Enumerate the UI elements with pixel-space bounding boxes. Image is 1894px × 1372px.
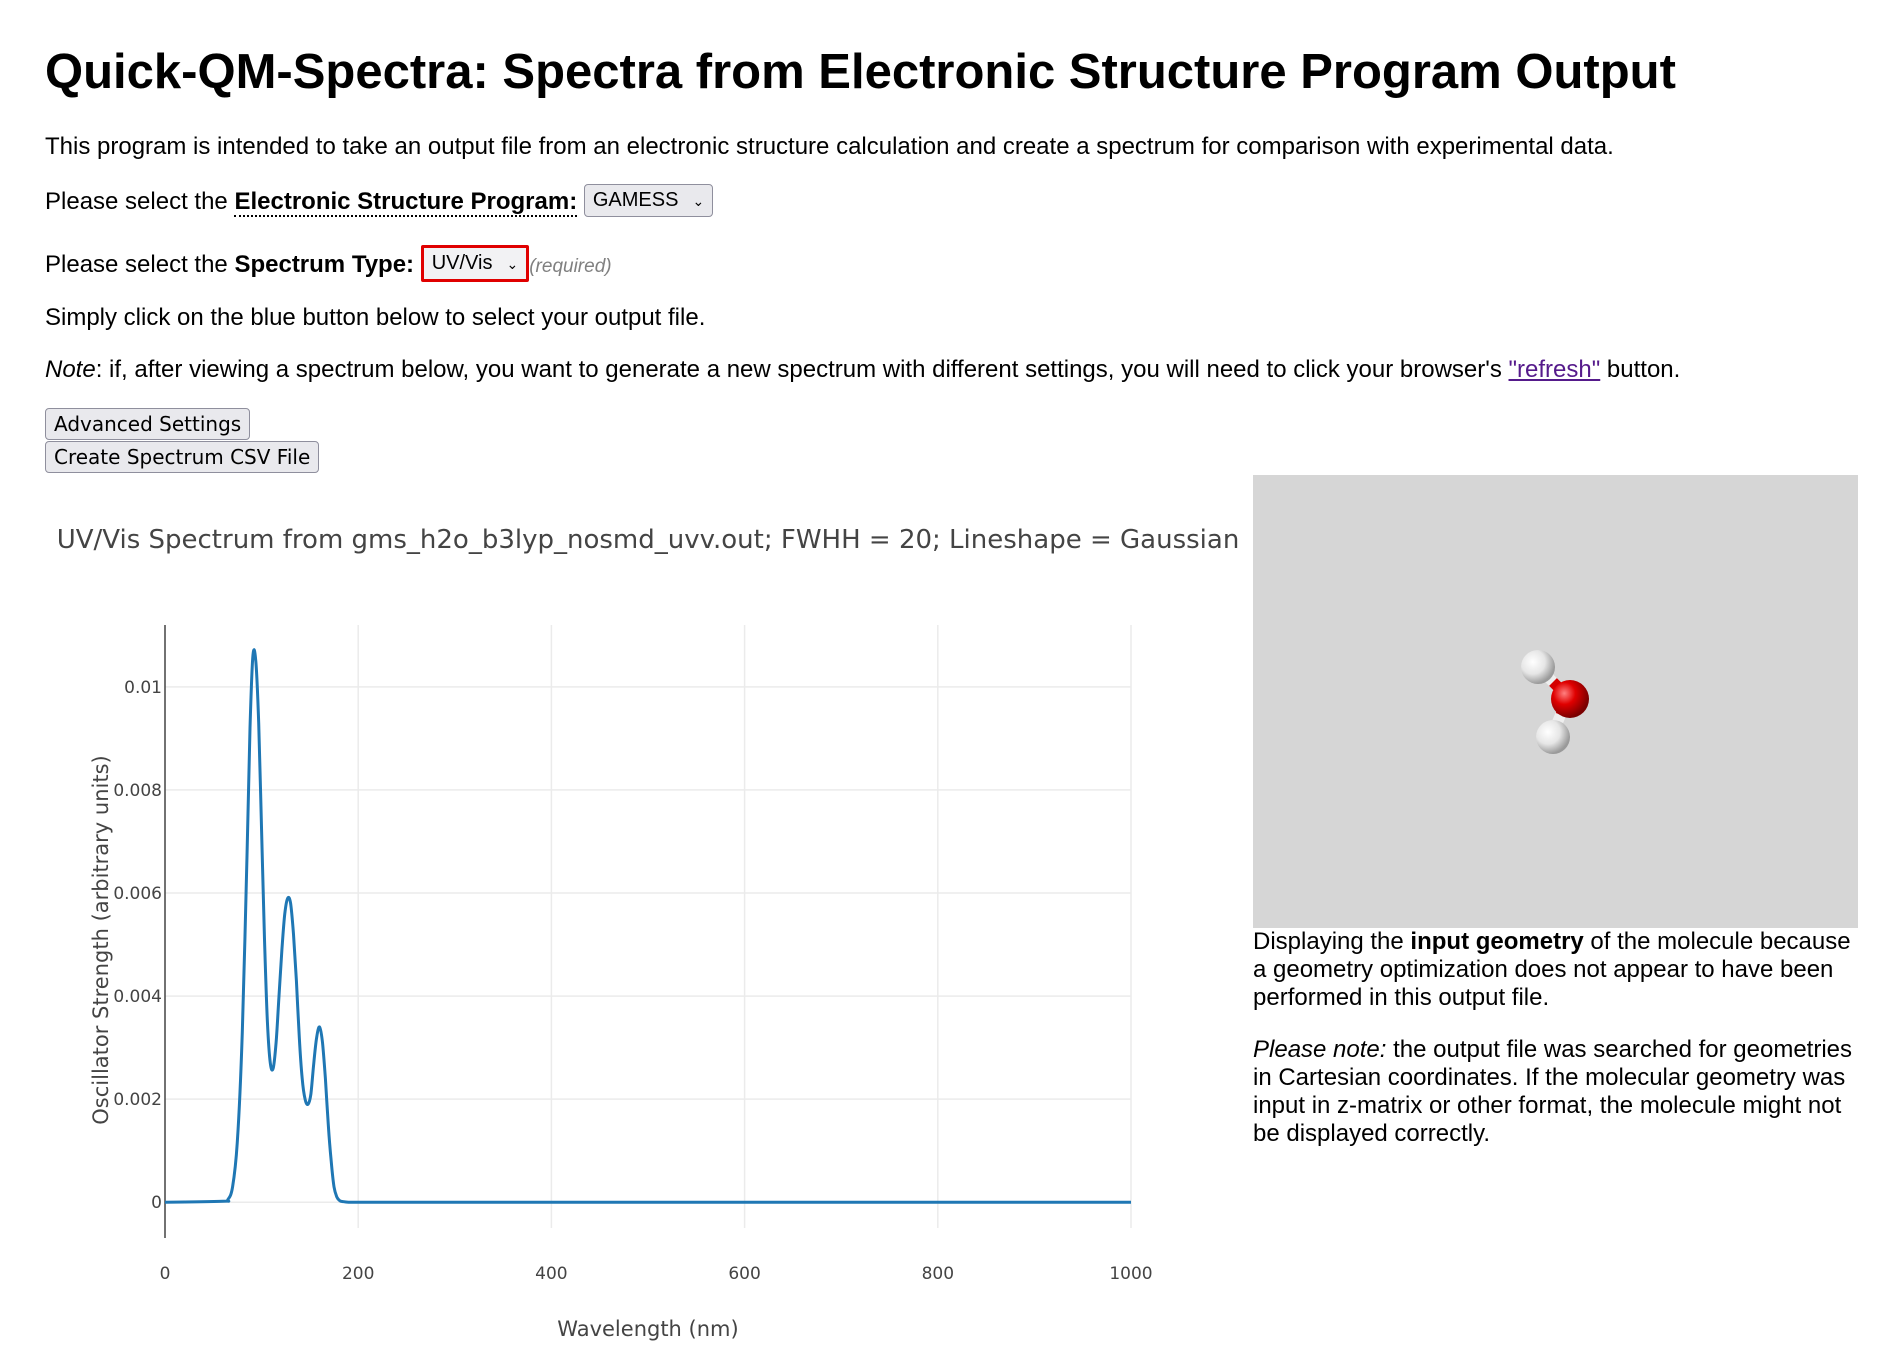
y-tick-label: 0.006 xyxy=(113,884,162,904)
caption-emphasis: input geometry xyxy=(1410,928,1584,955)
x-axis-label: Wavelength (nm) xyxy=(557,1317,738,1341)
program-prefix: Please select the xyxy=(45,187,235,215)
intro-text: This program is intended to take an outp… xyxy=(45,133,1614,160)
spectrum-prefix: Please select the xyxy=(45,250,235,278)
required-note: (required) xyxy=(529,255,612,277)
x-tick-label: 400 xyxy=(535,1264,567,1284)
y-tick-label: 0.002 xyxy=(113,1090,162,1110)
chevron-down-icon: ⌄ xyxy=(506,256,519,272)
note-emphasis: Please note: xyxy=(1253,1036,1387,1063)
advanced-settings-button[interactable]: Advanced Settings xyxy=(45,408,251,440)
geometry-note: Please note: the output file was searche… xyxy=(1253,1036,1863,1148)
note-text: the output file was searched for geometr… xyxy=(1253,1036,1853,1147)
hydrogen-atom xyxy=(1536,720,1570,754)
y-tick-label: 0.01 xyxy=(124,678,162,698)
oxygen-atom xyxy=(1551,680,1589,718)
note-end: button. xyxy=(1600,356,1681,383)
spectrum-type-select[interactable]: UV/Vis ⌄ xyxy=(420,245,530,282)
program-label: Electronic Structure Program: xyxy=(234,187,578,217)
x-tick-label: 0 xyxy=(160,1264,171,1284)
create-csv-button[interactable]: Create Spectrum CSV File xyxy=(45,441,320,473)
note-text: Note: if, after viewing a spectrum below… xyxy=(45,355,1680,385)
note-label: Note xyxy=(45,356,96,383)
refresh-link[interactable]: "refresh" xyxy=(1508,356,1601,383)
hydrogen-atom xyxy=(1521,650,1555,684)
x-tick-label: 1000 xyxy=(1109,1264,1152,1284)
program-select[interactable]: GAMESS ⌄ xyxy=(583,184,714,217)
spectrum-row: Please select the Spectrum Type: UV/Vis ⌄… xyxy=(45,245,612,284)
x-tick-labels: 0 200 400 600 800 1000 xyxy=(160,1264,1153,1284)
y-tick-label: 0 xyxy=(151,1193,162,1213)
caption-text: of the molecule because a geometry optim… xyxy=(1253,928,1851,1011)
x-tick-label: 600 xyxy=(728,1264,760,1284)
x-tick-label: 800 xyxy=(922,1264,954,1284)
spectrum-label: Spectrum Type: xyxy=(234,250,415,278)
y-tick-label: 0.008 xyxy=(113,781,162,801)
page-title: Quick-QM-Spectra: Spectra from Electroni… xyxy=(45,45,1676,99)
y-tick-labels: 0 0.002 0.004 0.006 0.008 0.01 xyxy=(113,678,162,1213)
chart-grid xyxy=(165,625,1132,1228)
chevron-down-icon: ⌄ xyxy=(692,193,705,209)
spectrum-select-value: UV/Vis xyxy=(431,252,493,274)
molecule-viewer[interactable] xyxy=(1253,475,1858,928)
geometry-caption: Displaying the input geometry of the mol… xyxy=(1253,928,1863,1012)
x-tick-label: 200 xyxy=(342,1264,374,1284)
water-molecule xyxy=(1521,650,1589,754)
y-axis-label: Oscillator Strength (arbitrary units) xyxy=(89,755,113,1124)
spectrum-chart: UV/Vis Spectrum from gms_h2o_b3lyp_nosmd… xyxy=(57,525,1240,1341)
spectrum-line xyxy=(164,648,1131,1204)
instruction-text: Simply click on the blue button below to… xyxy=(45,304,706,331)
program-select-value: GAMESS xyxy=(592,189,679,211)
caption-text: Displaying the xyxy=(1253,928,1411,955)
note-body: : if, after viewing a spectrum below, yo… xyxy=(95,356,1509,383)
chart-title: UV/Vis Spectrum from gms_h2o_b3lyp_nosmd… xyxy=(57,525,1240,555)
program-row: Please select the Electronic Structure P… xyxy=(45,184,714,219)
y-tick-label: 0.004 xyxy=(113,987,162,1007)
